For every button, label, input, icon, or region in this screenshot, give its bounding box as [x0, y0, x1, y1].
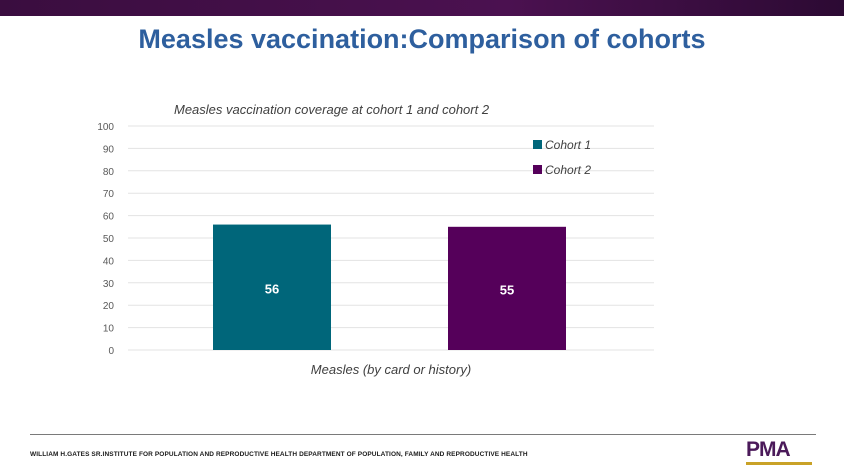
y-tick-label: 60	[103, 212, 115, 223]
pma-logo: PMA	[746, 438, 812, 468]
pma-logo-tagline-bar	[746, 462, 812, 465]
legend-label: Cohort 1	[545, 138, 591, 152]
pma-logo-letters: PMA	[746, 438, 791, 461]
slide-title: Measles vaccination:Comparison of cohort…	[138, 24, 706, 54]
y-tick-label: 40	[103, 256, 115, 267]
data-label: 55	[500, 282, 514, 297]
footer-institution: WILLIAM H.GATES SR.INSTITUTE FOR POPULAT…	[30, 451, 528, 458]
y-tick-label: 20	[103, 301, 115, 312]
y-tick-label: 0	[108, 346, 114, 357]
bar-cohort-1	[213, 224, 331, 350]
data-label: 56	[265, 281, 279, 296]
chart-title: Measles vaccination coverage at cohort 1…	[174, 102, 490, 117]
y-tick-label: 10	[103, 324, 115, 335]
legend-swatch	[533, 140, 542, 149]
x-category-label: Measles (by card or history)	[311, 362, 471, 377]
bar-cohort-2	[448, 226, 566, 350]
y-tick-label: 90	[103, 144, 115, 155]
y-tick-label: 100	[97, 122, 114, 133]
y-tick-label: 50	[103, 234, 115, 245]
top-banner	[0, 0, 844, 16]
y-tick-label: 70	[103, 189, 115, 200]
legend-label: Cohort 2	[545, 163, 591, 177]
footer-divider	[30, 434, 816, 435]
y-tick-label: 30	[103, 279, 115, 290]
legend-swatch	[533, 165, 542, 174]
y-tick-label: 80	[103, 167, 115, 178]
